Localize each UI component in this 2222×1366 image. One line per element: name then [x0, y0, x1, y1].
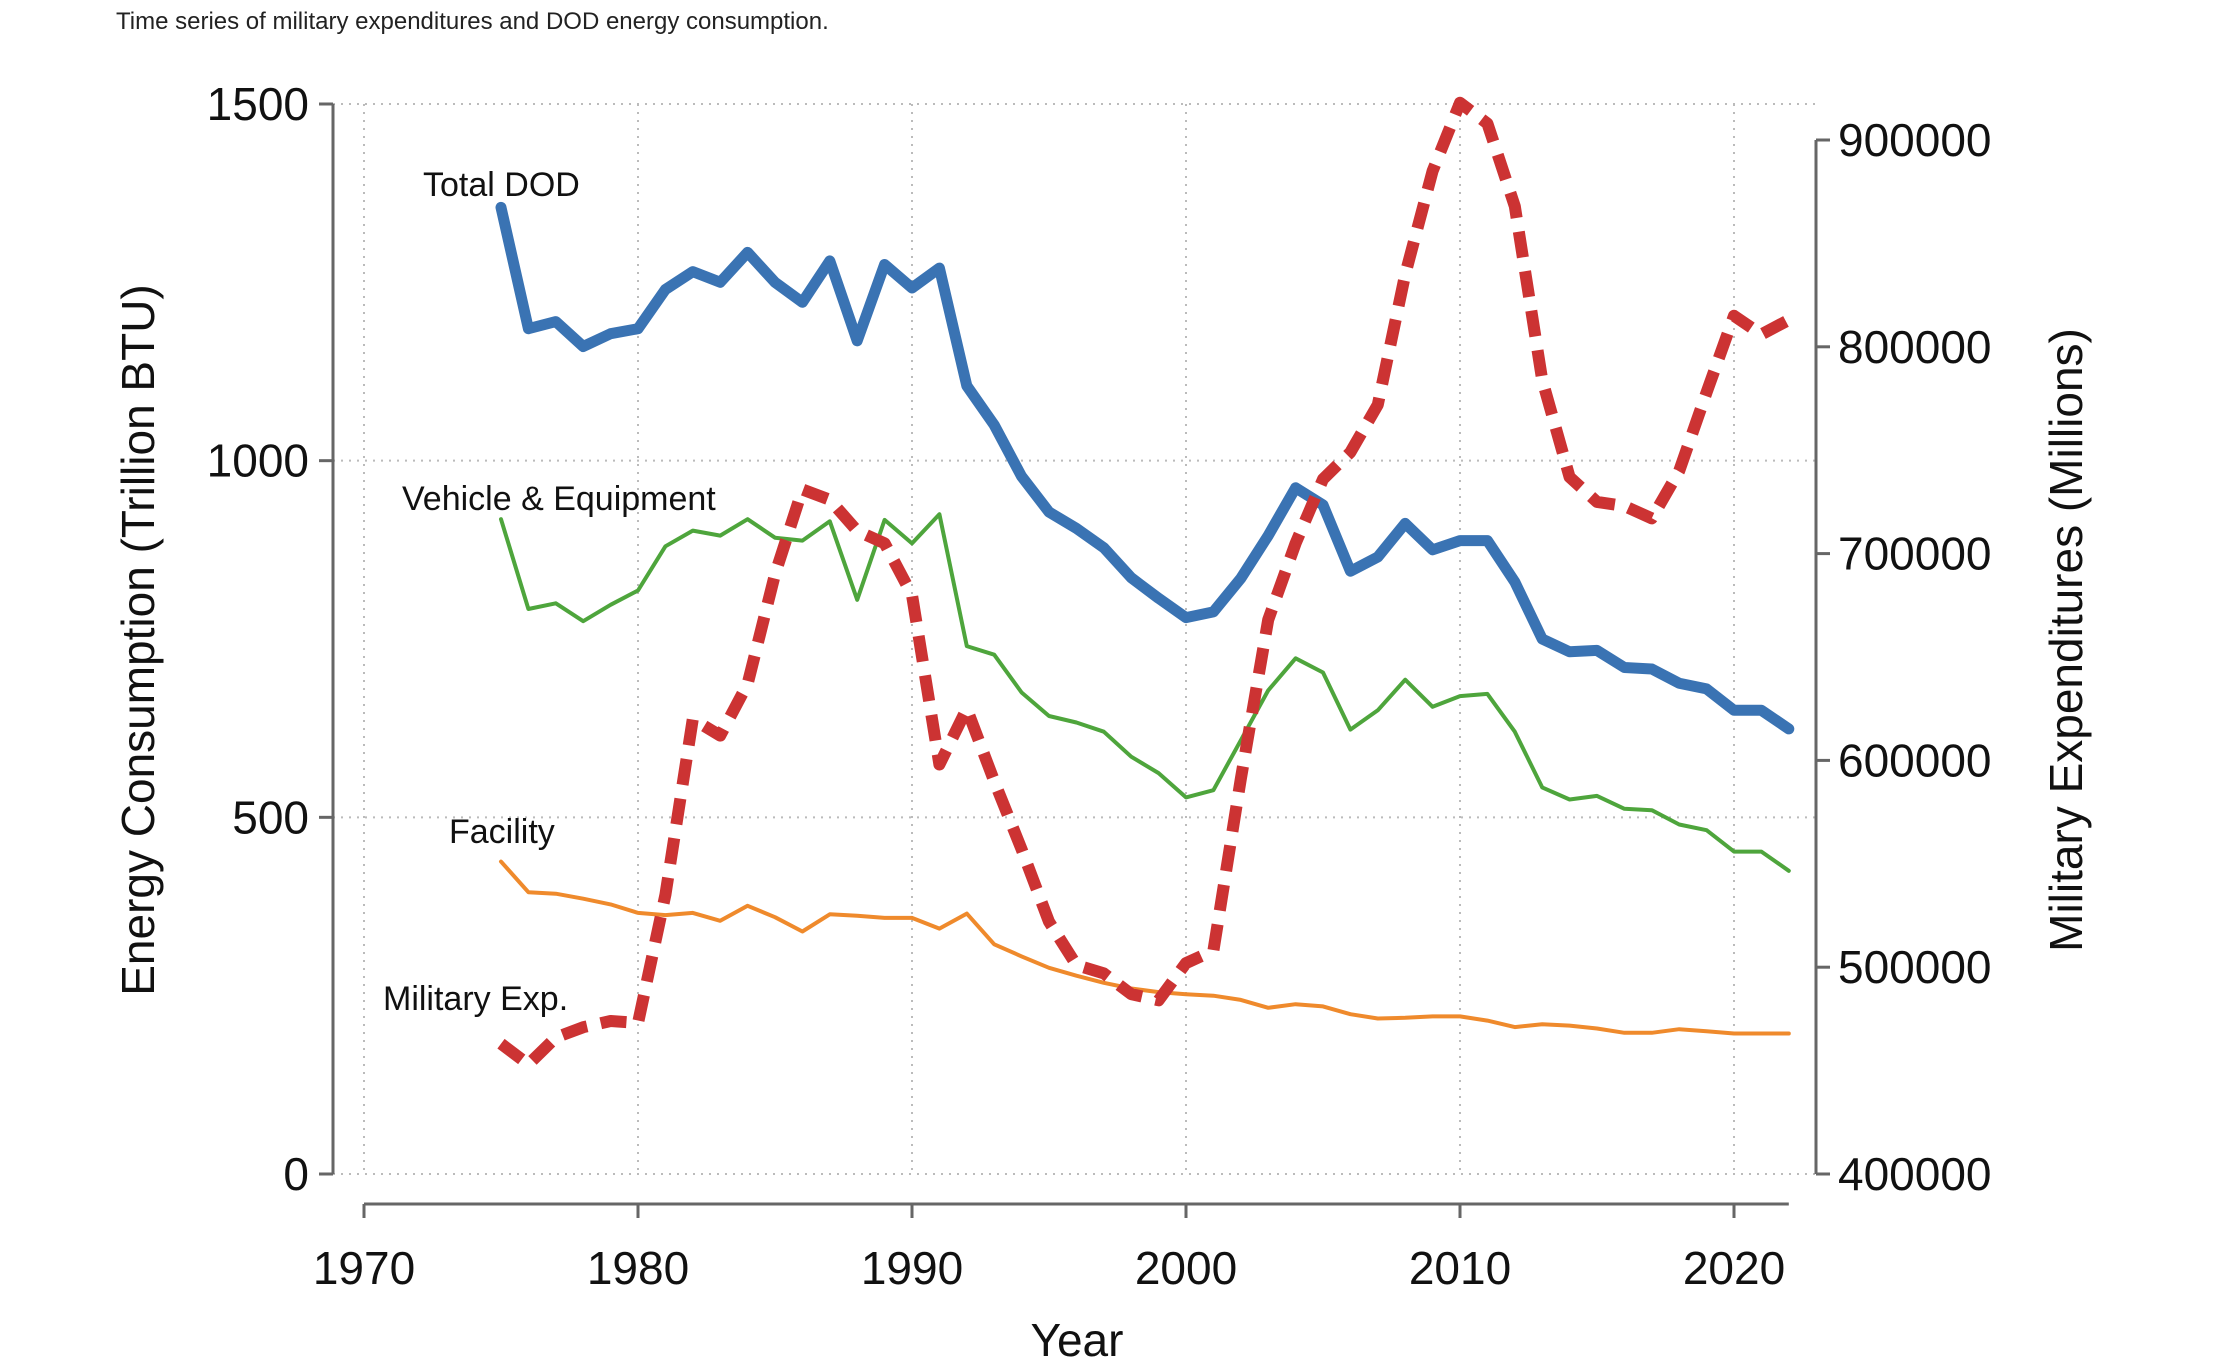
x-axis-tick-label: 1970	[313, 1242, 415, 1294]
right-axis-tick-label: 400000	[1838, 1148, 1992, 1200]
figure-caption: Time series of military expenditures and…	[116, 8, 829, 35]
series-label-military-exp: Military Exp.	[383, 980, 568, 1018]
series-label-vehicle-equipment: Vehicle & Equipment	[402, 480, 716, 518]
labels-layer: Total DOD Vehicle & Equipment Facility Mili…	[383, 166, 716, 1018]
series-layer	[495, 96, 1795, 1071]
left-axis-tick-label: 0	[283, 1148, 309, 1200]
series-line-vehicle-equipment	[499, 512, 1791, 873]
series-label-facility: Facility	[449, 813, 555, 851]
x-axis-title: Year	[1031, 1314, 1124, 1366]
x-axis-tick-label: 1980	[587, 1242, 689, 1294]
left-axis-tick-label: 500	[232, 791, 309, 843]
x-axis-tick-label: 2010	[1409, 1242, 1511, 1294]
left-axis-tick-label: 1000	[207, 435, 309, 487]
x-axis-tick-label: 1990	[861, 1242, 963, 1294]
x-axis-tick-label: 2020	[1683, 1242, 1785, 1294]
right-axis-tick-label: 600000	[1838, 734, 1992, 786]
left-axis-tick-label: 1500	[207, 78, 309, 130]
series-line-facility	[499, 859, 1791, 1036]
series-label-total-dod: Total DOD	[423, 166, 580, 204]
series-line-total-dod	[495, 201, 1795, 735]
right-axis-tick-label: 500000	[1838, 941, 1992, 993]
right-axis-tick-label: 900000	[1838, 114, 1992, 166]
series-line-military-exp	[497, 96, 1792, 1071]
right-axis-title: Military Expenditures (Millions)	[2040, 328, 2092, 952]
axes-layer: 0 500 1000 1500 400000 500000 600000 700000 8000…	[112, 78, 2092, 1366]
x-axis-tick-label: 2000	[1135, 1242, 1237, 1294]
left-axis-title: Energy Consumption (Trillion BTU)	[112, 284, 164, 996]
right-axis-tick-label: 700000	[1838, 528, 1992, 580]
right-axis-tick-label: 800000	[1838, 321, 1992, 373]
